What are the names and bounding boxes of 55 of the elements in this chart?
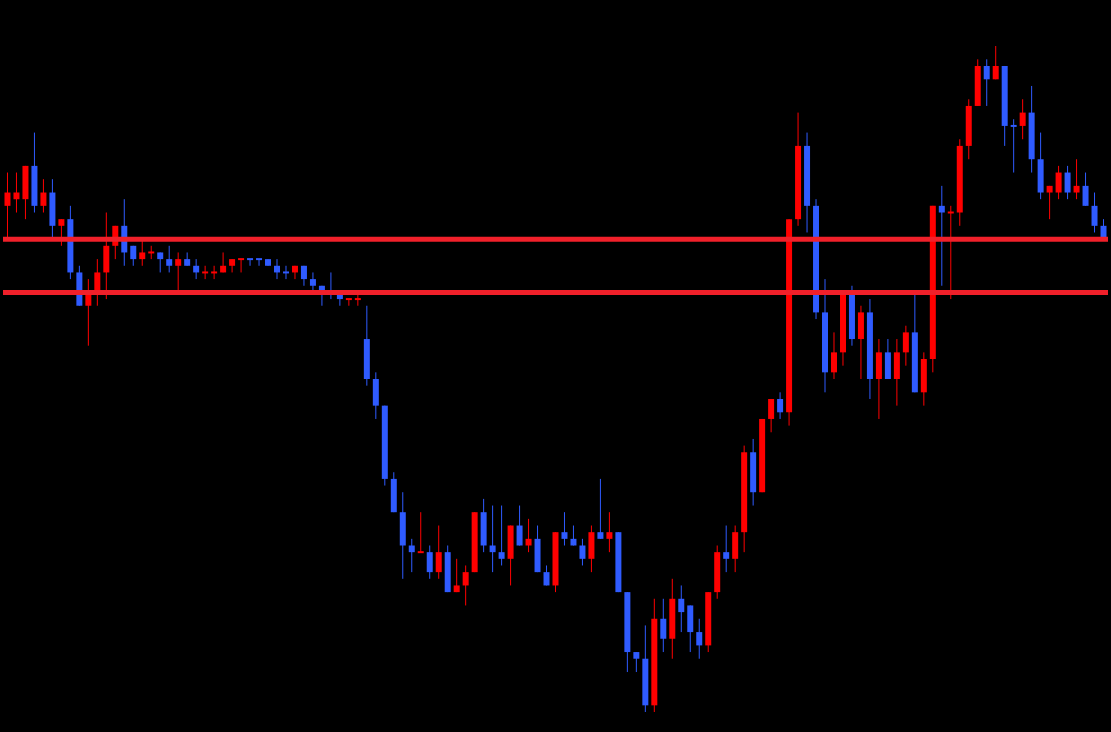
candlestick	[938, 185, 945, 287]
candlestick	[678, 584, 685, 633]
candlestick	[166, 245, 173, 273]
candlestick	[606, 511, 613, 553]
candlestick	[211, 265, 218, 280]
candlestick	[274, 258, 280, 280]
candlestick	[1055, 165, 1062, 200]
candlestick	[94, 258, 101, 307]
candlestick	[633, 651, 640, 673]
candlestick	[570, 525, 577, 546]
candlestick	[1010, 118, 1017, 174]
candlestick	[453, 558, 460, 593]
candlestick	[40, 178, 47, 213]
candlestick	[516, 505, 523, 546]
candlestick	[723, 525, 730, 573]
candlestick	[202, 265, 209, 280]
candlestick	[247, 258, 254, 267]
candlestick	[831, 331, 837, 380]
candlestick	[417, 511, 424, 554]
candlestick	[1019, 98, 1026, 140]
candlestick	[1091, 192, 1098, 233]
candlestick	[229, 258, 236, 273]
candlestick	[983, 58, 990, 107]
candlestick	[1082, 172, 1089, 207]
candlestick	[660, 598, 667, 653]
candlestick	[696, 618, 703, 660]
candlestick	[902, 325, 909, 367]
candlestick	[489, 505, 496, 573]
candlestick	[426, 545, 433, 580]
candlestick	[256, 258, 263, 267]
candlestick	[498, 505, 505, 566]
candlestick	[13, 172, 20, 213]
candlestick	[291, 265, 298, 280]
candlestick	[561, 511, 568, 546]
candlestick	[157, 251, 164, 273]
candlestick	[525, 518, 532, 553]
candlestick	[597, 478, 604, 540]
candlestick	[238, 258, 245, 273]
candlestick	[282, 265, 289, 280]
candlestick	[193, 258, 200, 280]
candlestick	[777, 391, 784, 420]
candlestick	[768, 398, 775, 433]
candlestick	[462, 564, 469, 606]
candlestick	[345, 298, 352, 307]
candlestick	[1046, 185, 1053, 220]
candlestick	[58, 218, 65, 247]
candlestick	[435, 525, 442, 580]
candlestick	[175, 251, 182, 293]
candlestick	[579, 538, 586, 566]
candlestick	[1064, 165, 1071, 200]
candlestick	[992, 45, 999, 80]
candlestick	[408, 538, 415, 573]
candlestick	[947, 205, 954, 300]
candlestick	[4, 172, 11, 240]
candlestick	[1073, 158, 1080, 200]
